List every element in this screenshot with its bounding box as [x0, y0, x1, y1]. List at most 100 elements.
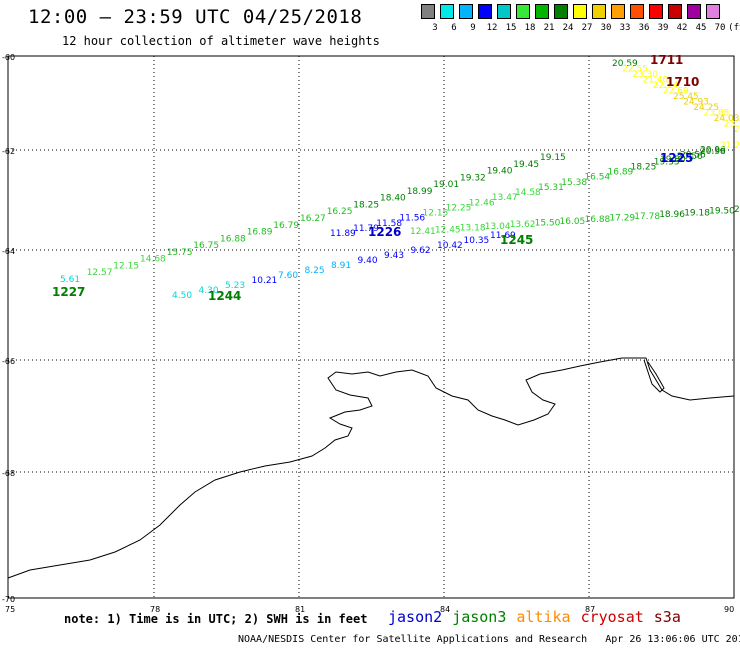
- swh-value: 19.45: [513, 160, 539, 170]
- legend-swatch: [440, 4, 454, 19]
- swh-value: 19.15: [540, 153, 566, 163]
- swh-value: 16.05: [560, 217, 586, 227]
- satellite-key-item: jason3: [452, 608, 507, 626]
- swh-value: 13.04: [485, 222, 511, 232]
- swh-value: 15.75: [167, 248, 193, 258]
- swh-value: 19.40: [487, 167, 513, 177]
- swh-value: 17.29: [609, 214, 635, 224]
- swh-value: 11.89: [330, 229, 356, 239]
- swh-value: 18.96: [659, 210, 685, 220]
- swh-value: 8.91: [331, 261, 351, 271]
- pass-time-label: 1710: [666, 75, 699, 89]
- swh-value: 12.45: [435, 225, 461, 235]
- swh-value: 23.80: [734, 125, 740, 135]
- swh-value: 18.25: [353, 200, 379, 210]
- swh-value: 18.40: [380, 194, 406, 204]
- swh-value: 9.40: [358, 256, 378, 266]
- legend-swatch: [516, 4, 530, 19]
- swh-value: 25.45: [673, 92, 699, 102]
- swh-value: 23.88: [704, 109, 730, 119]
- pass-time-label: 1244: [208, 289, 241, 303]
- legend-label: 21: [543, 23, 555, 33]
- legend-swatch: [649, 4, 663, 19]
- swh-value: 22.24: [653, 81, 679, 91]
- pass-time-label: 1711: [650, 53, 683, 67]
- swh-value: 5.61: [60, 275, 80, 285]
- swh-value: 20: [734, 205, 740, 215]
- swh-value: 16.89: [247, 228, 273, 238]
- longitude-label: 84: [440, 605, 450, 614]
- swh-value: 7.60: [278, 271, 298, 281]
- map-subtitle: 12 hour collection of altimeter wave hei…: [62, 34, 380, 48]
- legend-swatch: [478, 4, 492, 19]
- legend-swatch: [592, 4, 606, 19]
- legend-label: 33: [619, 23, 631, 33]
- swh-value: 24.25: [693, 103, 719, 113]
- latitude-label: -70: [2, 595, 15, 604]
- swh-value: 13.62: [510, 220, 536, 230]
- swh-value: 19.18: [684, 208, 710, 218]
- legend-swatch: [497, 4, 511, 19]
- legend-swatch: [421, 4, 435, 19]
- swh-value: 15.50: [535, 219, 561, 229]
- swh-value: 16.75: [193, 241, 219, 251]
- swh-value: 19.32: [460, 173, 486, 183]
- swh-value: 9.62: [411, 246, 431, 256]
- swh-value: 15.31: [538, 183, 564, 193]
- latitude-label: -64: [2, 247, 15, 256]
- legend-swatch: [668, 4, 682, 19]
- swh-value: 15.38: [561, 178, 587, 188]
- coastline: [7, 357, 735, 579]
- map-title: 12:00 – 23:59 UTC 04/25/2018: [28, 6, 363, 28]
- credit-line: NOAA/NESDIS Center for Satellite Applica…: [238, 634, 740, 645]
- satellite-key-item: s3a: [653, 608, 681, 626]
- footer-note: note: 1) Time is in UTC; 2) SWH is in fe…: [64, 612, 368, 626]
- satellite-key: jason2 jason3 altika cryosat s3a: [388, 608, 691, 626]
- legend-swatch: [611, 4, 625, 19]
- legend-swatch: [554, 4, 568, 19]
- longitude-label: 90: [724, 605, 734, 614]
- grid-lines: [8, 56, 734, 598]
- swh-value: 11.79: [353, 224, 379, 234]
- legend-label: 12: [486, 23, 498, 33]
- swh-value: 11.69: [490, 231, 516, 241]
- legend-label: (ft): [728, 23, 740, 33]
- swh-value: 21.20: [720, 141, 740, 151]
- swh-value: 10.35: [464, 236, 490, 246]
- satellite-key-item: jason2: [388, 608, 443, 626]
- swh-value: 4.50: [172, 291, 192, 301]
- longitude-label: 75: [5, 605, 15, 614]
- legend-label: 30: [600, 23, 612, 33]
- pass-time-label: 1245: [500, 233, 533, 247]
- map-frame: [7, 55, 735, 599]
- swh-value: 13.18: [460, 224, 486, 234]
- swh-value: 12.41: [410, 227, 436, 237]
- pass-time-label: 1225: [660, 151, 693, 165]
- legend-swatch: [535, 4, 549, 19]
- swh-value: 14.68: [140, 255, 166, 265]
- swh-value: 11.58: [376, 219, 402, 229]
- swh-value: 9.43: [384, 251, 404, 261]
- swh-value: 12.57: [87, 268, 113, 278]
- legend-swatch: [706, 4, 720, 19]
- swh-value: 23.18: [724, 120, 740, 130]
- legend-label: 6: [451, 23, 457, 33]
- swh-value: 12.46: [469, 198, 495, 208]
- swh-value: 14.58: [515, 188, 541, 198]
- legend-label: 36: [638, 23, 650, 33]
- legend-swatch: [573, 4, 587, 19]
- swh-value: 12.15: [423, 209, 449, 219]
- longitude-label: 81: [295, 605, 305, 614]
- swh-value: 24.93: [683, 98, 709, 108]
- legend-label: 45: [695, 23, 707, 33]
- swh-value: 19.50: [709, 207, 735, 217]
- swh-value: 20.59: [612, 59, 638, 69]
- legend-label: 42: [676, 23, 688, 33]
- swh-value: 22.69: [663, 87, 689, 97]
- swh-value: 5.23: [225, 281, 245, 291]
- swh-value: 13.47: [492, 193, 518, 203]
- swh-value: 20.98: [700, 146, 726, 156]
